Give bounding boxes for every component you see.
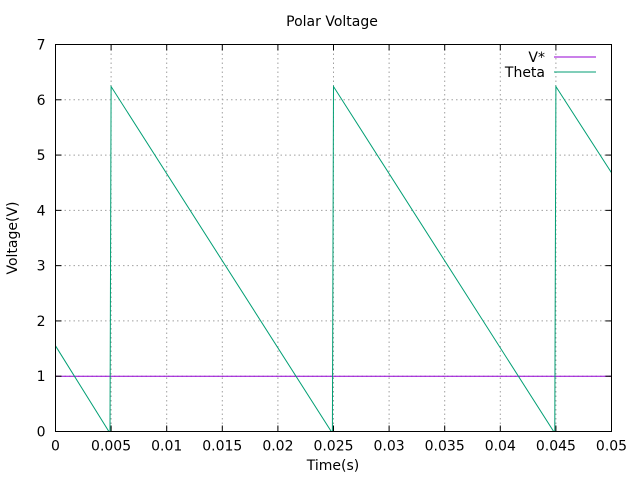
x-tick-label: 0.03 — [374, 439, 405, 455]
y-axis-label: Voltage(V) — [5, 201, 21, 274]
x-tick-label: 0.035 — [425, 439, 465, 455]
x-tick-label: 0.045 — [536, 439, 576, 455]
legend-label: Theta — [504, 65, 545, 81]
x-tick-label: 0.015 — [202, 439, 242, 455]
x-tick-label: 0.005 — [91, 439, 131, 455]
x-axis-label: Time(s) — [306, 458, 359, 474]
x-tick-label: 0.02 — [262, 439, 293, 455]
x-tick-label: 0.04 — [485, 439, 516, 455]
axis-ticks — [55, 44, 612, 432]
legend: V*Theta — [504, 50, 596, 81]
y-tick-label: 0 — [37, 425, 46, 441]
plot-area — [55, 84, 612, 432]
x-tick-label: 0.05 — [596, 439, 627, 455]
x-tick-label: 0.025 — [313, 439, 353, 455]
y-tick-label: 7 — [37, 38, 46, 54]
legend-label: V* — [528, 50, 545, 66]
x-tick-label: 0.01 — [151, 439, 182, 455]
axis-tick-labels: 0 0.005 0.01 0.015 0.02 0.025 0.03 0.035 0.04 0.0… — [37, 38, 628, 455]
y-tick-label: 1 — [37, 369, 46, 385]
y-tick-label: 3 — [37, 259, 46, 275]
x-tick-label: 0 — [51, 439, 60, 455]
y-tick-label: 2 — [37, 314, 46, 330]
y-tick-label: 4 — [37, 203, 46, 219]
y-tick-label: 6 — [37, 93, 46, 109]
series-line-theta — [55, 84, 612, 432]
y-tick-label: 5 — [37, 148, 46, 164]
chart-title: Polar Voltage — [286, 14, 378, 30]
